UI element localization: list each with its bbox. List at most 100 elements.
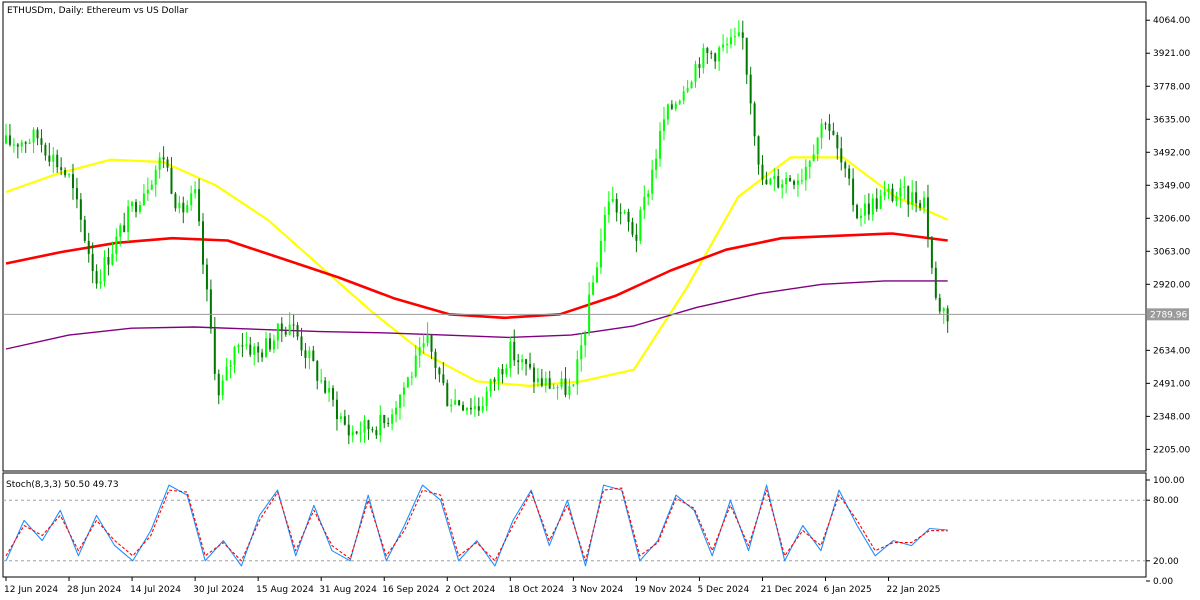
candle-body (832, 130, 835, 135)
candle-body (548, 378, 551, 389)
candle-body (123, 225, 126, 232)
time-tick-label: 2 Oct 2024 (445, 585, 495, 595)
candle-body (682, 91, 685, 101)
candle-body (146, 189, 149, 194)
candle-body (111, 253, 114, 265)
stoch-signal-line (5, 487, 948, 562)
candle-body (647, 193, 650, 198)
candle-body (666, 104, 669, 120)
candle-body (493, 379, 496, 382)
candle-body (115, 236, 118, 254)
candle-body (938, 297, 941, 312)
candle-body (87, 240, 90, 254)
candle-body (450, 404, 453, 407)
candle-body (915, 192, 918, 204)
time-tick-label: 14 Jul 2024 (130, 585, 181, 595)
candle-body (367, 420, 370, 430)
candle-body (919, 203, 922, 208)
candle-body (765, 179, 768, 185)
candle-body (217, 373, 220, 396)
current-price-line: 2789.96 (3, 308, 1189, 321)
candle-body (229, 365, 232, 367)
candle-body (68, 174, 71, 176)
candle-body (304, 350, 307, 358)
candle-body (777, 176, 780, 188)
candle-body (359, 432, 362, 434)
candle-body (532, 367, 535, 383)
candle-body (536, 378, 539, 383)
candle-body (95, 271, 98, 284)
candle-body (639, 209, 642, 241)
candle-body (930, 238, 933, 268)
candle-body (848, 168, 851, 179)
candle-body (347, 424, 350, 436)
candle-body (891, 188, 894, 201)
candle-body (135, 202, 138, 212)
candle-body (517, 360, 520, 363)
candle-body (745, 37, 748, 75)
current-price-label: 2789.96 (1150, 310, 1187, 320)
stoch-tick-label: 20.00 (1153, 557, 1179, 567)
candle-body (603, 214, 606, 241)
candle-body (753, 103, 756, 137)
candle-body (812, 154, 815, 162)
candle-body (710, 53, 713, 55)
candle-body (789, 178, 792, 182)
time-tick-label: 5 Dec 2024 (697, 585, 749, 595)
price-tick-label: 3206.00 (1153, 214, 1190, 224)
candle-body (635, 234, 638, 241)
candle-body (40, 138, 43, 145)
candle-body (572, 384, 575, 386)
candle-body (607, 201, 610, 215)
candle-body (714, 53, 717, 62)
candle-body (379, 414, 382, 436)
candle-body (793, 181, 795, 185)
candle-body (623, 211, 626, 213)
candle-body (659, 130, 662, 159)
candle-body (497, 369, 500, 382)
candle-body (859, 215, 862, 219)
candle-body (308, 350, 311, 358)
candle-body (79, 199, 82, 220)
candle-body (883, 191, 886, 196)
candle-body (414, 355, 417, 377)
candle-body (402, 387, 405, 395)
candle-body (836, 134, 839, 149)
candle-body (469, 407, 472, 410)
candle-body (769, 178, 772, 185)
candle-body (375, 430, 378, 436)
candle-body (410, 376, 413, 378)
candle-body (91, 253, 94, 272)
candle-body (879, 195, 882, 209)
candle-body (773, 176, 776, 179)
candle-body (383, 414, 386, 424)
candle-body (631, 222, 634, 235)
candle-body (513, 341, 516, 361)
candle-body (363, 420, 366, 433)
candle-body (296, 325, 299, 337)
candle-body (276, 323, 279, 341)
candle-body (190, 193, 193, 206)
price-tick-label: 2634.00 (1153, 346, 1190, 356)
candle-body (718, 47, 721, 62)
candle-body (138, 204, 141, 212)
candle-body (131, 202, 134, 207)
candle-body (56, 154, 59, 168)
candle-body (501, 369, 504, 375)
candle-body (194, 189, 197, 194)
candle-body (458, 400, 461, 406)
price-tick-label: 2491.00 (1153, 379, 1190, 389)
candle-body (706, 48, 709, 54)
candle-body (170, 167, 173, 194)
candle-body (438, 367, 441, 375)
candle-body (462, 405, 465, 411)
price-tick-label: 3635.00 (1153, 115, 1190, 125)
candle-body (198, 189, 201, 222)
candle-body (253, 346, 256, 355)
price-tick-label: 3349.00 (1153, 181, 1190, 191)
candle-body (840, 148, 843, 163)
candle-body (477, 406, 480, 411)
candle-body (5, 135, 7, 144)
candle-body (454, 400, 457, 405)
